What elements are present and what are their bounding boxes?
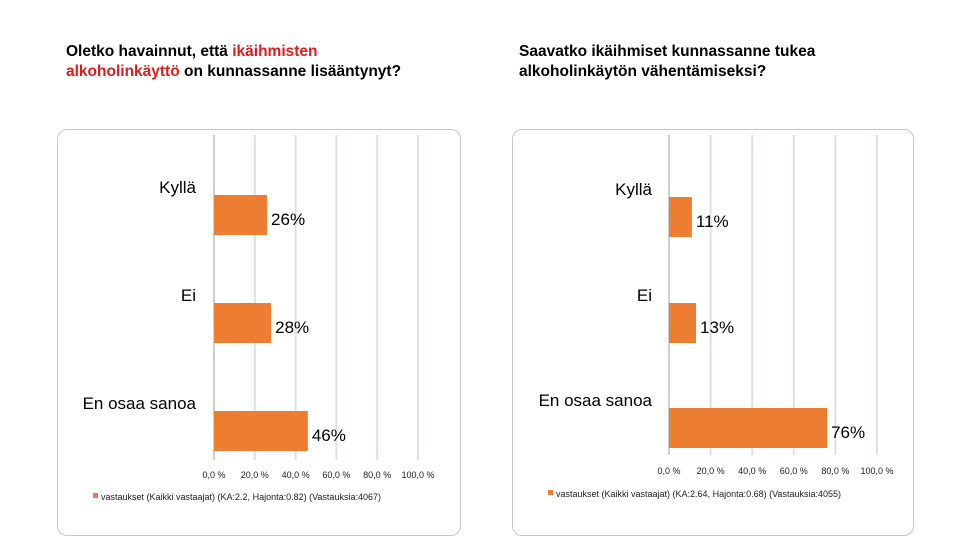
legend-swatch xyxy=(548,490,553,495)
category-label: Ei xyxy=(181,286,196,305)
title-text: Oletko havainnut, että xyxy=(66,43,233,60)
data-label: 28% xyxy=(275,318,309,337)
x-tick-label: 20,0 % xyxy=(241,470,269,480)
title-line: Saavatko ikäihmiset kunnassanne tukea xyxy=(519,43,816,60)
x-tick-label: 0,0 % xyxy=(657,466,680,476)
chart-panel-right xyxy=(512,129,914,536)
data-label: 76% xyxy=(831,423,865,442)
category-label: En osaa sanoa xyxy=(83,394,197,413)
category-label: Kyllä xyxy=(159,178,196,197)
legend-label: vastaukset (Kaikki vastaajat) (KA:2.64, … xyxy=(556,489,841,499)
data-label: 11% xyxy=(696,212,729,231)
bar xyxy=(214,411,308,451)
data-label: 13% xyxy=(700,318,734,337)
legend-swatch xyxy=(93,493,98,498)
x-tick-label: 100,0 % xyxy=(401,470,434,480)
bar xyxy=(669,197,692,237)
chart-title-left: Oletko havainnut, että ikäihmisten alkoho… xyxy=(66,42,486,82)
title-line: alkoholinkäytön vähentämiseksi? xyxy=(519,63,767,80)
title-text: on kunnassanne lisääntynyt? xyxy=(179,63,402,80)
bar xyxy=(669,303,697,343)
bar xyxy=(669,408,828,448)
data-label: 46% xyxy=(312,426,346,445)
category-label: Ei xyxy=(637,286,652,305)
title-highlight: ikäihmisten xyxy=(232,43,318,60)
x-tick-label: 0,0 % xyxy=(202,470,225,480)
x-tick-label: 40,0 % xyxy=(738,466,766,476)
x-tick-label: 40,0 % xyxy=(282,470,310,480)
category-label: En osaa sanoa xyxy=(539,391,653,410)
x-tick-label: 60,0 % xyxy=(322,470,350,480)
x-tick-label: 60,0 % xyxy=(780,466,808,476)
chart-title-right: Saavatko ikäihmiset kunnassanne tukea alk… xyxy=(519,42,939,82)
legend-label: vastaukset (Kaikki vastaajat) (KA:2.2, H… xyxy=(101,492,381,502)
bar xyxy=(214,195,268,235)
x-tick-label: 100,0 % xyxy=(860,466,893,476)
category-label: Kyllä xyxy=(615,180,652,199)
bar xyxy=(214,303,272,343)
title-highlight: alkoholinkäyttö xyxy=(66,63,180,80)
x-tick-label: 80,0 % xyxy=(363,470,391,480)
data-label: 26% xyxy=(271,210,305,229)
x-tick-label: 80,0 % xyxy=(821,466,849,476)
x-tick-label: 20,0 % xyxy=(697,466,725,476)
